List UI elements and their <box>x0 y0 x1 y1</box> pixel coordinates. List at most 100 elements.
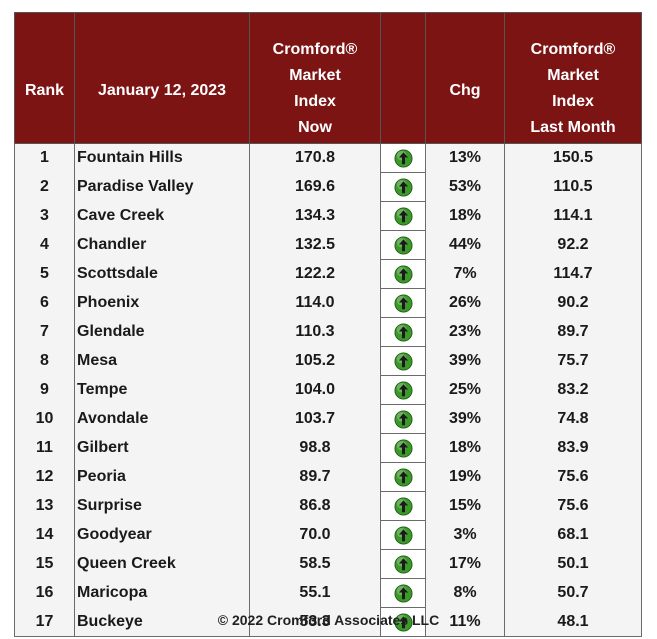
header-index-now: Cromford® Market Index Now <box>249 12 381 144</box>
index-last-month-cell: 114.1 <box>504 201 642 231</box>
city-cell: Goodyear <box>74 520 250 550</box>
change-cell: 13% <box>425 143 505 173</box>
index-now-cell: 105.2 <box>249 346 381 376</box>
green-up-arrow-icon <box>393 583 413 603</box>
green-up-arrow-icon <box>393 264 413 284</box>
index-last-month-cell: 90.2 <box>504 288 642 318</box>
city-cell: Gilbert <box>74 433 250 463</box>
market-index-table: Rank January 12, 2023 Cromford® Market I… <box>14 12 642 637</box>
index-now-cell: 132.5 <box>249 230 381 260</box>
city-cell: Surprise <box>74 491 250 521</box>
index-now-cell: 58.5 <box>249 549 381 579</box>
change-cell: 15% <box>425 491 505 521</box>
city-cell: Glendale <box>74 317 250 347</box>
green-up-arrow-icon <box>393 148 413 168</box>
table-row: 17 Buckeye 53.3 11% 48.1 <box>14 607 642 637</box>
city-cell: Avondale <box>74 404 250 434</box>
change-cell: 19% <box>425 462 505 492</box>
rank-cell: 10 <box>14 404 75 434</box>
index-now-cell: 169.6 <box>249 172 381 202</box>
rank-cell: 16 <box>14 578 75 608</box>
direction-cell <box>380 607 426 637</box>
table-row: 14 Goodyear 70.0 3% 68.1 <box>14 520 642 550</box>
table-row: 6 Phoenix 114.0 26% 90.2 <box>14 288 642 318</box>
header-date: January 12, 2023 <box>74 12 250 144</box>
table-row: 8 Mesa 105.2 39% 75.7 <box>14 346 642 376</box>
direction-cell <box>380 288 426 318</box>
rank-cell: 1 <box>14 143 75 173</box>
index-last-month-cell: 74.8 <box>504 404 642 434</box>
index-now-cell: 110.3 <box>249 317 381 347</box>
rank-cell: 5 <box>14 259 75 289</box>
index-last-month-cell: 114.7 <box>504 259 642 289</box>
index-now-cell: 55.1 <box>249 578 381 608</box>
change-cell: 17% <box>425 549 505 579</box>
rank-cell: 14 <box>14 520 75 550</box>
table-row: 5 Scottsdale 122.2 7% 114.7 <box>14 259 642 289</box>
table-row: 7 Glendale 110.3 23% 89.7 <box>14 317 642 347</box>
index-last-month-cell: 75.6 <box>504 462 642 492</box>
city-cell: Buckeye <box>74 607 250 637</box>
table-row: 9 Tempe 104.0 25% 83.2 <box>14 375 642 405</box>
change-cell: 39% <box>425 404 505 434</box>
header-index-now-line: Market <box>289 67 341 84</box>
change-cell: 18% <box>425 201 505 231</box>
rank-cell: 13 <box>14 491 75 521</box>
green-up-arrow-icon <box>393 409 413 429</box>
change-cell: 8% <box>425 578 505 608</box>
change-cell: 11% <box>425 607 505 637</box>
green-up-arrow-icon <box>393 380 413 400</box>
direction-cell <box>380 346 426 376</box>
rank-cell: 11 <box>14 433 75 463</box>
city-cell: Queen Creek <box>74 549 250 579</box>
rank-cell: 9 <box>14 375 75 405</box>
rank-cell: 3 <box>14 201 75 231</box>
green-up-arrow-icon <box>393 496 413 516</box>
change-cell: 53% <box>425 172 505 202</box>
direction-cell <box>380 491 426 521</box>
index-now-cell: 89.7 <box>249 462 381 492</box>
direction-cell <box>380 549 426 579</box>
header-index-now-line: Cromford® <box>272 41 358 58</box>
header-index-now-line: Now <box>298 119 332 136</box>
table-row: 2 Paradise Valley 169.6 53% 110.5 <box>14 172 642 202</box>
city-cell: Phoenix <box>74 288 250 318</box>
index-now-cell: 114.0 <box>249 288 381 318</box>
green-up-arrow-icon <box>393 438 413 458</box>
index-now-cell: 122.2 <box>249 259 381 289</box>
green-up-arrow-icon <box>393 235 413 255</box>
header-change: Chg <box>425 12 505 144</box>
index-last-month-cell: 110.5 <box>504 172 642 202</box>
city-cell: Chandler <box>74 230 250 260</box>
rank-cell: 6 <box>14 288 75 318</box>
direction-cell <box>380 201 426 231</box>
direction-cell <box>380 230 426 260</box>
direction-cell <box>380 259 426 289</box>
change-cell: 23% <box>425 317 505 347</box>
header-row: Rank January 12, 2023 Cromford® Market I… <box>14 12 642 144</box>
table-row: 4 Chandler 132.5 44% 92.2 <box>14 230 642 260</box>
direction-cell <box>380 578 426 608</box>
change-cell: 39% <box>425 346 505 376</box>
table-row: 16 Maricopa 55.1 8% 50.7 <box>14 578 642 608</box>
change-cell: 44% <box>425 230 505 260</box>
market-index-table-container: Rank January 12, 2023 Cromford® Market I… <box>14 12 642 637</box>
rank-cell: 2 <box>14 172 75 202</box>
city-cell: Cave Creek <box>74 201 250 231</box>
city-cell: Peoria <box>74 462 250 492</box>
index-last-month-cell: 75.7 <box>504 346 642 376</box>
header-rank: Rank <box>14 12 75 144</box>
table-row: 15 Queen Creek 58.5 17% 50.1 <box>14 549 642 579</box>
index-now-cell: 86.8 <box>249 491 381 521</box>
direction-cell <box>380 462 426 492</box>
change-cell: 7% <box>425 259 505 289</box>
copyright-footer: © 2022 Cromford Associates LLC <box>217 612 440 628</box>
header-index-last-month: Cromford® Market Index Last Month <box>504 12 642 144</box>
table-row: 1 Fountain Hills 170.8 13% 150.5 <box>14 143 642 173</box>
rank-cell: 8 <box>14 346 75 376</box>
index-last-month-cell: 68.1 <box>504 520 642 550</box>
rank-cell: 15 <box>14 549 75 579</box>
table-row: 10 Avondale 103.7 39% 74.8 <box>14 404 642 434</box>
index-last-month-cell: 89.7 <box>504 317 642 347</box>
city-cell: Mesa <box>74 346 250 376</box>
